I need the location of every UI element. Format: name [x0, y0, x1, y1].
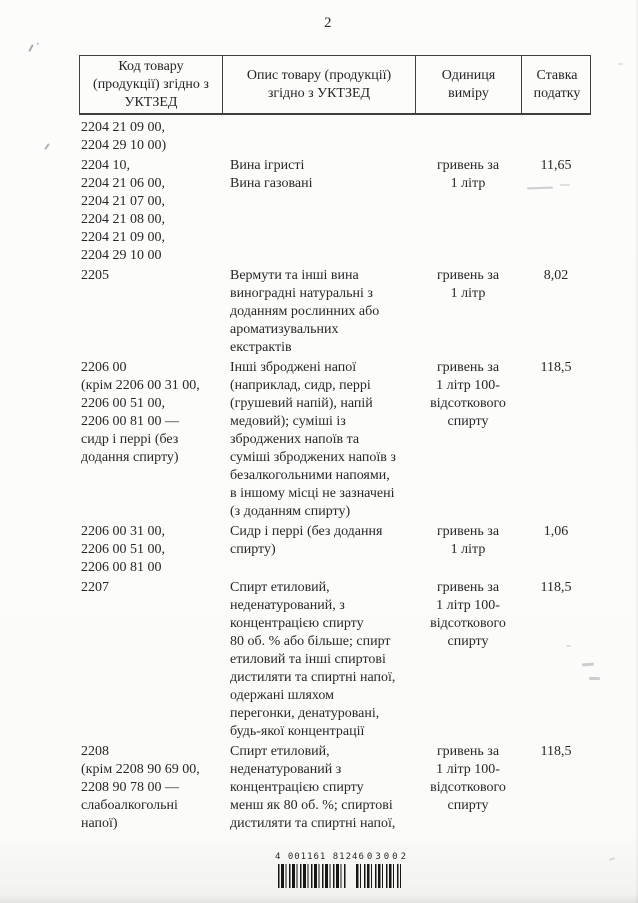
- excise-rates-table: Код товару (продукції) згідно з УКТЗЕД О…: [79, 55, 591, 835]
- scan-noise: [588, 676, 601, 680]
- header-unit: Одиниця виміру: [416, 56, 522, 113]
- cell-rate: 118,5: [540, 580, 572, 595]
- barcode-bars-icon: [278, 864, 411, 888]
- scan-noise: [566, 645, 571, 647]
- cell-rate: 11,65: [540, 158, 572, 173]
- cell-unit: [415, 119, 521, 155]
- cell-code: 2206 00 31 00, 2206 00 51 00, 2206 00 81…: [81, 524, 165, 575]
- table-row: 2205 Вермути та інші вина виноградні нат…: [79, 267, 591, 357]
- scan-noise: [581, 662, 595, 666]
- cell-rate: 118,5: [540, 744, 572, 759]
- table-header-row: Код товару (продукції) згідно з УКТЗЕД О…: [79, 55, 591, 115]
- cell-unit: гривень за 1 літр 100- відсоткового спир…: [430, 360, 506, 429]
- cell-rate: [521, 119, 591, 155]
- table-row: 2207 Спирт етиловий, неденатурований, з …: [79, 579, 591, 741]
- cell-description: Спирт етиловий, неденатурований, з конце…: [230, 580, 396, 739]
- cell-rate: 8,02: [543, 268, 569, 283]
- pen-mark: [44, 143, 50, 150]
- table-body: 2204 21 09 00, 2204 29 10 00) 2204 10, 2…: [79, 115, 591, 833]
- barcode-bars-right: [356, 864, 401, 888]
- barcode-digits-right: 03002: [366, 852, 409, 862]
- scan-noise: [618, 63, 623, 65]
- cell-unit: гривень за 1 літр 100- відсоткового спир…: [430, 580, 506, 649]
- cell-code: 2204 10, 2204 21 06 00, 2204 21 07 00, 2…: [81, 158, 165, 263]
- cell-code: 2205: [81, 268, 109, 283]
- cell-description: Вина ігристі Вина газовані: [230, 158, 313, 191]
- cell-description: Сидр і перрі (без додання спирту): [230, 524, 383, 557]
- cell-code: 2208 (крім 2208 90 69 00, 2208 90 78 00 …: [81, 744, 200, 831]
- cell-description: [222, 119, 415, 155]
- cell-description: Вермути та інші вина виноградні натураль…: [230, 268, 380, 355]
- barcode-label: 4 001161 81246 03002: [275, 852, 411, 862]
- table-row: 2204 10, 2204 21 06 00, 2204 21 07 00, 2…: [79, 157, 591, 265]
- cell-description: Інші зброджені напої (наприклад, сидр, п…: [230, 360, 396, 519]
- cell-description: Спирт етиловий, неденатурований з концен…: [230, 744, 396, 831]
- table-row: 2204 21 09 00, 2204 29 10 00): [79, 119, 591, 155]
- barcode-bars-gap: [346, 864, 356, 888]
- scan-noise: [560, 184, 570, 186]
- table-row: 2206 00 (крім 2206 00 31 00, 2206 00 51 …: [79, 359, 591, 521]
- header-description: Опис товару (продукції) згідно з УКТЗЕД: [223, 56, 416, 113]
- cell-code: 2204 21 09 00, 2204 29 10 00): [81, 120, 167, 153]
- barcode-digits-left: 4 001161 81246: [275, 852, 365, 862]
- pen-mark: [28, 44, 34, 52]
- cell-code: 2206 00 (крім 2206 00 31 00, 2206 00 51 …: [81, 360, 200, 465]
- table-row: 2206 00 31 00, 2206 00 51 00, 2206 00 81…: [79, 523, 591, 577]
- cell-unit: гривень за 1 літр: [436, 524, 500, 557]
- page-number: 2: [324, 15, 332, 31]
- scan-noise: [608, 857, 616, 861]
- cell-unit: гривень за 1 літр 100- відсоткового спир…: [430, 744, 506, 813]
- barcode-bars-left: [278, 864, 346, 888]
- cell-unit: гривень за 1 літр: [436, 268, 500, 301]
- cell-rate: 1,06: [543, 524, 569, 539]
- header-rate: Ставка податку: [533, 67, 581, 101]
- header-code: Код товару (продукції) згідно з УКТЗЕД: [80, 56, 223, 113]
- cell-rate: 118,5: [540, 360, 572, 375]
- cell-unit: гривень за 1 літр: [436, 158, 500, 191]
- table-row: 2208 (крім 2208 90 69 00, 2208 90 78 00 …: [79, 743, 591, 833]
- cell-code: 2207: [81, 580, 109, 595]
- document-barcode: 4 001161 81246 03002: [275, 852, 411, 888]
